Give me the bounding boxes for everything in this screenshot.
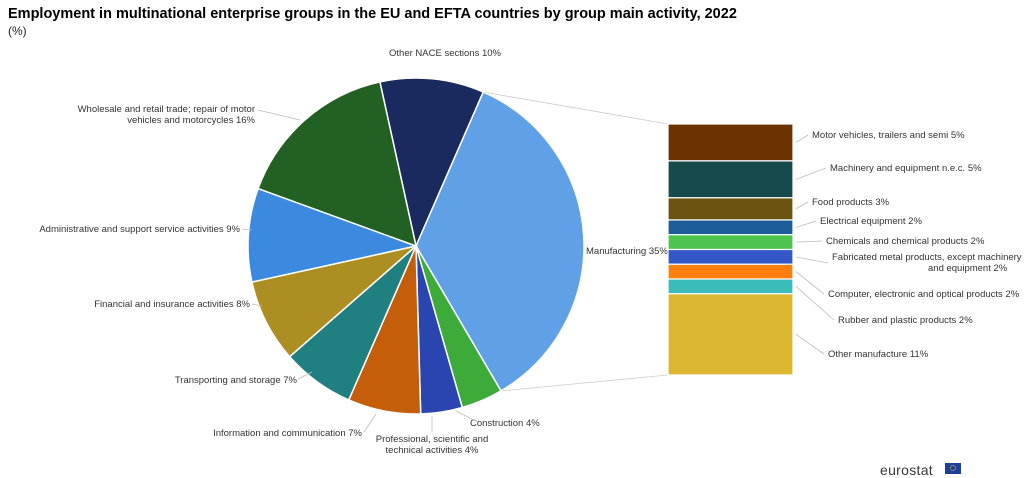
connector-line-bottom <box>500 374 669 392</box>
bar-label-chemicals-and-chemical-products: Chemicals and chemical products 2% <box>826 236 985 247</box>
bar-segment-computer-electronic-and-optical-products <box>667 263 794 280</box>
bar-leader-line <box>795 220 817 228</box>
pie-leader-line <box>257 109 301 121</box>
pie-leader-line <box>297 371 313 380</box>
breakdown-bar <box>667 123 794 376</box>
bar-label-food-products: Food products 3% <box>812 197 890 208</box>
pie-label-information-and-communication: Information and communication 7% <box>213 428 362 439</box>
chart-subtitle: (%) <box>8 24 27 38</box>
pie-label-manufacturing: Manufacturing 35% <box>586 246 668 257</box>
bar-leader-line <box>795 240 823 243</box>
pie-label-transporting-and-storage: Transporting and storage 7% <box>175 375 298 386</box>
bar-label-motor-vehicles-trailers-and-semi: Motor vehicles, trailers and semi 5% <box>812 130 965 141</box>
bar-label-machinery-and-equipment-n-e-c: Machinery and equipment n.e.c. 5% <box>830 163 982 174</box>
bar-segment-electrical-equipment <box>667 219 794 236</box>
bar-leader-line <box>795 286 835 321</box>
pie-group <box>247 77 585 415</box>
pie-label-administrative-and-support-service-activities: Administrative and support service activ… <box>39 224 240 235</box>
bar-segment-rubber-and-plastic-products <box>667 278 794 295</box>
pie-slice-other-nace-sections <box>379 77 485 249</box>
chart-title: Employment in multinational enterprise g… <box>8 6 737 22</box>
bar-segment-fabricated-metal-products-except-machinery-and-equipment <box>667 248 794 265</box>
bar-segment-chemicals-and-chemical-products <box>667 234 794 251</box>
pie-leader-line <box>251 303 263 307</box>
pie-label-professional-scientific-and-technical-activities: Professional, scientific and technical ac… <box>376 434 488 456</box>
pie-label-wholesale-and-retail-trade-repair-of-motor-vehicles-and-motorcycles: Wholesale and retail trade; repair of mo… <box>78 104 256 126</box>
bar-leader-line <box>795 256 829 264</box>
pie-label-construction: Construction 4% <box>470 418 540 429</box>
pie-slice-administrative-and-support-service-activities <box>247 187 419 283</box>
connector-line-top <box>483 91 669 125</box>
bar-segment-motor-vehicles-trailers-and-semi <box>667 123 794 162</box>
pie-label-other-nace-sections: Other NACE sections 10% <box>389 48 501 59</box>
bar-segment-machinery-and-equipment-n-e-c <box>667 160 794 199</box>
pie-label-financial-and-insurance-activities: Financial and insurance activities 8% <box>94 299 250 310</box>
bar-leader-line <box>795 167 827 180</box>
bar-leader-line <box>795 334 825 355</box>
bar-label-other-manufacture: Other manufacture 11% <box>828 349 929 360</box>
bar-segment-other-manufacture <box>667 293 794 376</box>
bar-leader-line <box>795 271 825 295</box>
pie-leader-line <box>363 413 377 433</box>
bar-segment-food-products <box>667 197 794 221</box>
eu-flag-icon <box>945 463 961 474</box>
pie-slice-wholesale-and-retail-trade-repair-of-motor-vehicles-and-motorcycles <box>257 81 418 248</box>
bar-leader-line <box>795 134 809 143</box>
pie-leader-line <box>241 228 253 231</box>
pie-leader-line <box>455 410 479 423</box>
bar-label-rubber-and-plastic-products: Rubber and plastic products 2% <box>838 315 973 326</box>
bar-leader-line <box>795 201 809 210</box>
bar-label-electrical-equipment: Electrical equipment 2% <box>820 216 922 227</box>
bar-label-fabricated-metal-products-except-machinery-and-equipment: Fabricated metal products, except machin… <box>832 252 1022 274</box>
eurostat-logo: eurostat <box>880 462 933 478</box>
bar-label-computer-electronic-and-optical-products: Computer, electronic and optical product… <box>828 289 1020 300</box>
